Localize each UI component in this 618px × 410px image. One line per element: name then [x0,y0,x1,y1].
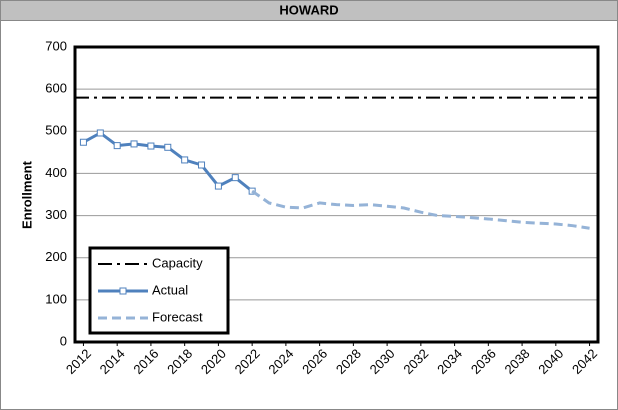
y-tick-label: 200 [45,249,67,264]
y-tick-label: 500 [45,123,67,138]
y-tick-label: 400 [45,165,67,180]
y-tick-label: 300 [45,207,67,222]
plot-border [73,45,600,344]
y-tick-label: 700 [45,38,67,53]
data-point [79,138,87,146]
data-point [164,143,172,151]
legend-label: Actual [152,282,188,297]
legend-label: Forecast [152,309,203,324]
data-point [198,161,206,169]
y-tick-label: 100 [45,291,67,306]
data-point [231,174,239,182]
y-tick-label: 0 [60,333,67,348]
data-point [96,129,104,137]
series-line [251,189,590,230]
y-axis-label: Enrollment [19,160,34,229]
data-point [147,142,155,150]
data-point [214,182,222,190]
data-point [130,140,138,148]
legend-label: Capacity [152,255,203,270]
legend-marker [119,287,127,295]
data-point [181,156,189,164]
y-tick-label: 600 [45,81,67,96]
chart-title: HOWARD [279,2,338,17]
data-point [113,142,121,150]
